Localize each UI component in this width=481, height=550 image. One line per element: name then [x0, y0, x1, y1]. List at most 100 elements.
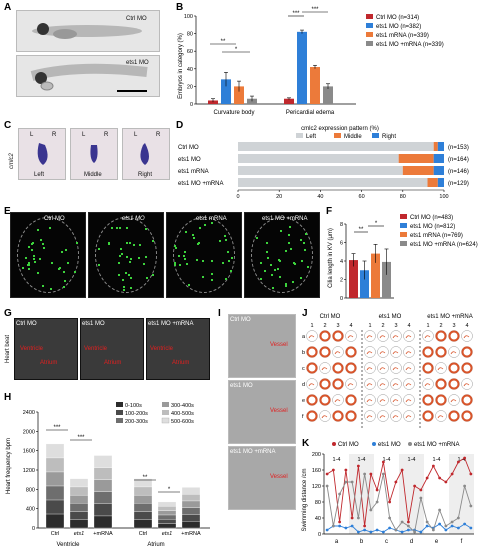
- chart-k-bands: 1-4 1-4 1-4 1-4 1-4 1-4: [333, 454, 474, 534]
- h-seg-0-4: [45, 457, 65, 473]
- k-point-0-2: [338, 520, 342, 524]
- h-seg-1-0: [69, 519, 89, 529]
- cilia-dot: [204, 223, 207, 226]
- f-bar-0: [349, 260, 358, 298]
- chart-d-legend: Left Middle Right: [296, 133, 396, 140]
- k-point-1-16: [425, 524, 429, 528]
- kv-image-ets1-mrna: [166, 212, 242, 298]
- k-ytick-label-5: 200: [312, 452, 321, 458]
- d-seg-0-2: [437, 142, 444, 151]
- cilia-dot: [277, 259, 280, 262]
- cilia-dot: [192, 233, 195, 236]
- k-xcat-3: d: [410, 539, 413, 545]
- k-point-1-9: [381, 530, 385, 534]
- cilia-dot: [21, 267, 24, 270]
- k-point-2-17: [431, 528, 435, 532]
- cilia-dot: [184, 250, 187, 253]
- chart-d-bars: [238, 142, 444, 187]
- k-point-0-21: [456, 460, 460, 464]
- chart-k-ylabel: Swimming distance /cm: [302, 468, 308, 531]
- h-seg-4-1: [157, 519, 177, 524]
- k-point-0-7: [369, 472, 373, 476]
- kv-label-0: Ctrl MO: [44, 216, 65, 222]
- vessel-image-ets1-mo: [228, 380, 296, 444]
- sig-h-0: ***: [53, 425, 61, 431]
- caption-left: Left: [34, 172, 45, 178]
- cilia-dot: [63, 271, 66, 274]
- cilia-dot: [210, 279, 213, 282]
- label-ctrl-mo-a: Ctrl MO: [126, 16, 147, 22]
- legend-f-2: ets1 mRNA (n=769): [410, 233, 463, 239]
- cilia-dot: [128, 274, 131, 277]
- cilia-dot: [271, 286, 274, 289]
- j-group-1: ets1 MO: [379, 314, 402, 320]
- j-group-0: Ctrl MO: [320, 314, 341, 320]
- cilia-dot: [263, 269, 266, 272]
- k-point-2-23: [469, 504, 473, 508]
- j-track-0-4-1: [319, 394, 331, 406]
- legend-d-2: Right: [382, 134, 396, 140]
- label-ets1-mo-a: ets1 MO: [126, 60, 149, 66]
- cilia-dot: [304, 232, 307, 235]
- d-row-2: ets1 mRNA: [178, 169, 209, 175]
- d-xtick-label-5: 100: [439, 194, 448, 200]
- k-point-0-15: [419, 488, 423, 492]
- k-point-0-13: [406, 520, 410, 524]
- b-bar-0-2: [234, 86, 244, 104]
- d-seg-3-1: [427, 178, 438, 187]
- k-point-2-0: [325, 484, 329, 488]
- j-track-2-2-1: [437, 367, 444, 371]
- k-point-1-18: [438, 522, 442, 526]
- h-seg-1-2: [69, 503, 89, 512]
- legend-f-0: Ctrl MO (n=483): [410, 215, 453, 221]
- k-point-1-20: [450, 524, 454, 528]
- cilia-dot: [266, 250, 269, 253]
- b-ytick-label-3: 60: [187, 49, 193, 55]
- k-point-2-2: [338, 492, 342, 496]
- k-xcat-4: e: [435, 539, 439, 545]
- legend-k-2: ets1 MO +mRNA: [414, 442, 460, 448]
- j-track-1-4-0: [366, 399, 373, 403]
- cilia-dot: [175, 246, 178, 249]
- c-l-label-2: L: [134, 132, 138, 138]
- k-point-2-16: [425, 520, 429, 524]
- cilia-dot: [62, 285, 65, 288]
- chart-f: Cilia length in KV (μm) 0 2 4 6 8 ** * Ctrl …: [328, 214, 478, 302]
- k-point-2-5: [356, 516, 360, 520]
- c-r-label-2: R: [156, 132, 161, 138]
- j-track-0-1-2: [334, 351, 341, 355]
- cilia-dot: [210, 222, 213, 225]
- f-ytick-label-4: 8: [340, 222, 343, 228]
- chart-h-significance: *** *** ** *: [46, 425, 180, 493]
- j-track-0-0-1: [319, 330, 331, 342]
- j-track-2-1-1: [435, 346, 447, 358]
- h-seg-3-1: [133, 511, 153, 520]
- cilia-dot: [43, 246, 46, 249]
- j-group-2: ets1 MO +mRNA: [427, 314, 473, 320]
- k-point-2-13: [406, 524, 410, 528]
- j-track-0-4-0: [306, 394, 318, 406]
- k-point-2-9: [381, 472, 385, 476]
- b-ytick-label-2: 40: [187, 67, 193, 73]
- j-track-1-4-1: [379, 399, 386, 403]
- k-xcat-5: f: [461, 539, 463, 545]
- caption-right: Right: [138, 172, 153, 178]
- cilia-dot: [76, 242, 79, 245]
- cilia-dot: [186, 263, 189, 266]
- k-point-1-22: [463, 522, 467, 526]
- j-track-2-0-2: [448, 330, 460, 342]
- k-point-2-22: [463, 484, 467, 488]
- j-track-0-3-3: [347, 383, 354, 387]
- chart-k-axis: a b c d e f 0 40 80 120 160 200: [312, 452, 474, 545]
- c-l-label-0: L: [30, 132, 34, 138]
- cilia-dot: [196, 258, 199, 261]
- cilia-dot: [67, 261, 70, 264]
- cilia-dot: [33, 258, 36, 261]
- panel-letter-j: J: [302, 308, 308, 319]
- cilia-dot: [177, 255, 180, 258]
- cilia-dot: [110, 227, 113, 230]
- panel-letter-i: I: [218, 308, 221, 319]
- h-seg-2-3: [93, 479, 113, 492]
- b-ytick-label-5: 100: [184, 14, 193, 20]
- j-track-2-2-2: [448, 362, 460, 374]
